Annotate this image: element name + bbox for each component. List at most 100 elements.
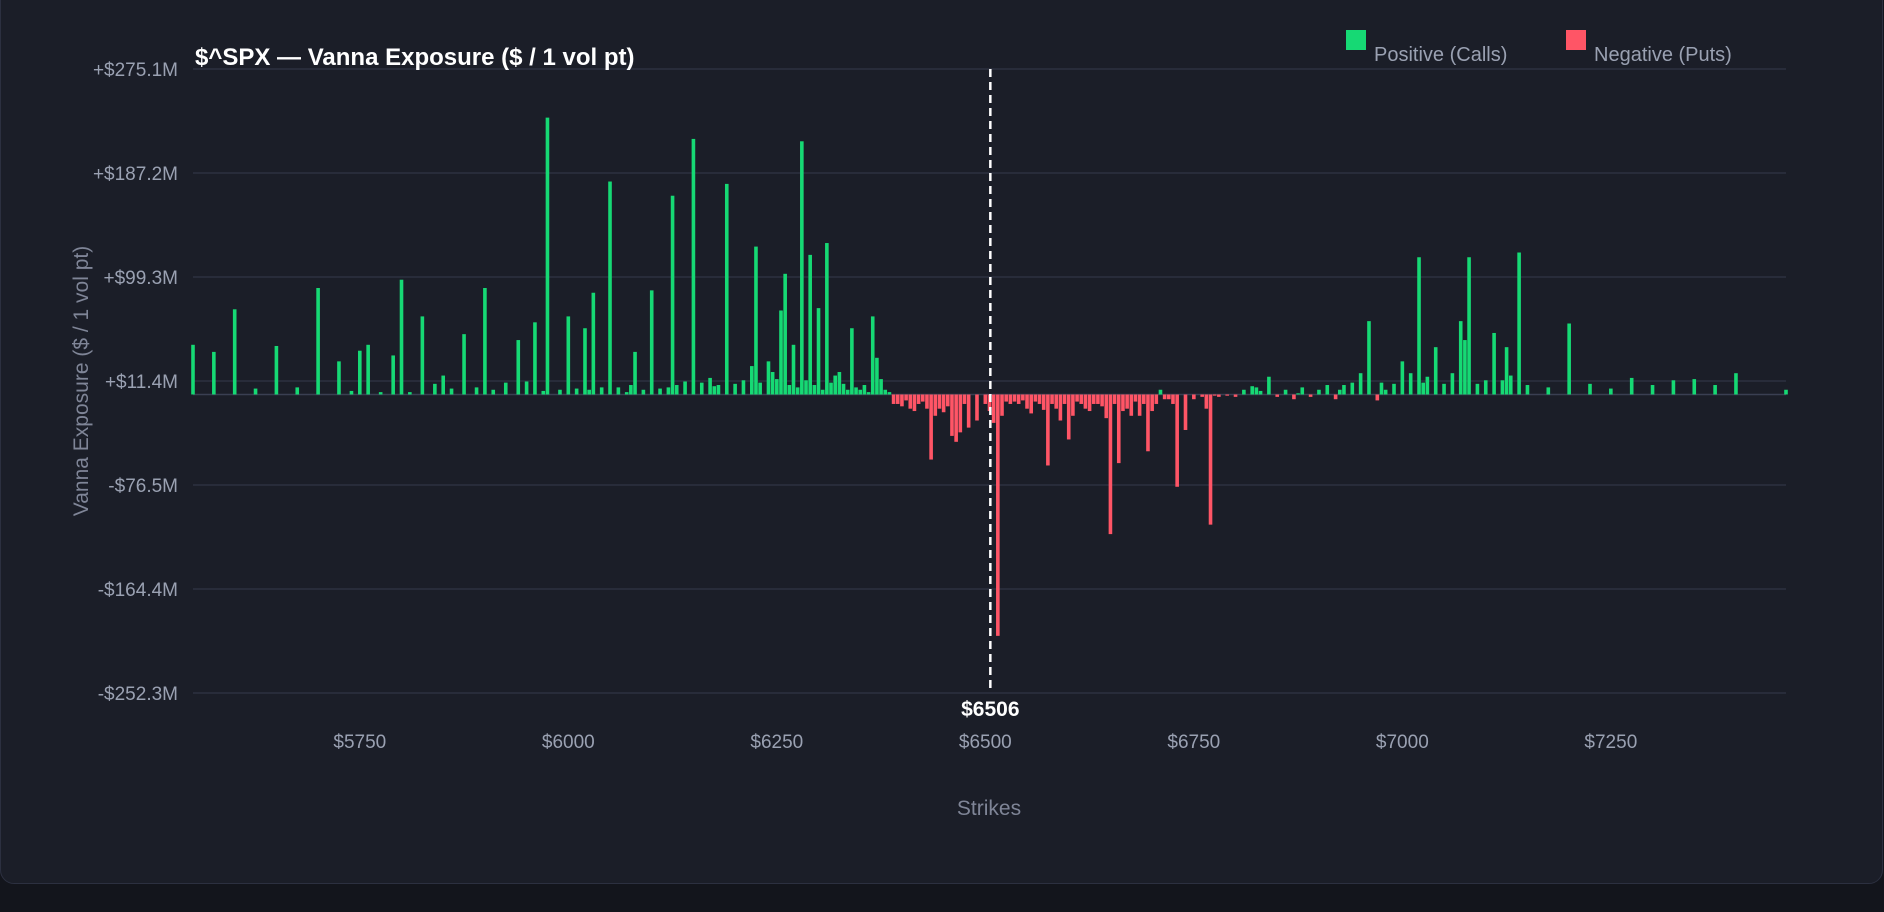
bar-negative bbox=[904, 394, 908, 401]
legend-label-positive: Positive (Calls) bbox=[1374, 44, 1507, 66]
bar-positive bbox=[1784, 389, 1788, 395]
bar-positive bbox=[1379, 382, 1384, 395]
bar-negative bbox=[983, 394, 988, 404]
bar-positive bbox=[1325, 385, 1330, 395]
bar-negative bbox=[1121, 394, 1125, 412]
bar-negative bbox=[1025, 394, 1029, 409]
bar-positive bbox=[775, 379, 779, 395]
bar-positive bbox=[433, 383, 437, 395]
bar-negative bbox=[891, 394, 896, 404]
x-axis-ticks: $5750 $6000 $6250 $6500 $6750 $7000 $7250 bbox=[333, 732, 1637, 753]
y-tick-label: -$252.3M bbox=[98, 684, 178, 705]
bar-negative bbox=[1183, 394, 1188, 430]
bar-positive bbox=[1629, 377, 1634, 395]
bar-negative bbox=[929, 394, 933, 460]
bar-positive bbox=[591, 292, 596, 395]
bar-negative bbox=[941, 394, 946, 413]
bar-negative bbox=[1208, 394, 1213, 525]
bar-positive bbox=[1504, 347, 1509, 395]
bar-positive bbox=[1671, 380, 1676, 395]
bar-negative bbox=[1162, 394, 1167, 400]
bar-negative bbox=[987, 394, 992, 412]
bar-positive bbox=[420, 316, 425, 395]
bar-positive bbox=[783, 273, 787, 395]
bar-negative bbox=[1154, 394, 1159, 404]
bar-positive bbox=[1442, 383, 1446, 395]
bar-positive bbox=[883, 389, 888, 395]
bar-negative bbox=[1000, 394, 1004, 416]
bar-positive bbox=[1242, 389, 1246, 395]
bar-negative bbox=[1062, 394, 1067, 404]
bar-positive bbox=[516, 340, 521, 395]
bar-positive bbox=[378, 392, 383, 395]
bar-positive bbox=[524, 381, 529, 395]
bar-positive bbox=[608, 181, 612, 395]
bar-positive bbox=[1609, 388, 1613, 395]
bar-positive bbox=[1267, 376, 1271, 395]
bar-negative bbox=[1079, 394, 1084, 404]
bar-positive bbox=[358, 350, 362, 395]
chart-card bbox=[0, 0, 1883, 884]
bar-positive bbox=[253, 388, 258, 395]
bar-negative bbox=[1021, 394, 1025, 401]
bar-positive bbox=[699, 382, 704, 395]
bar-positive bbox=[1283, 389, 1288, 395]
bar-positive bbox=[574, 388, 579, 395]
bar-positive bbox=[862, 385, 867, 395]
bar-negative bbox=[1075, 394, 1079, 402]
x-tick-label: $5750 bbox=[333, 732, 386, 753]
bar-positive bbox=[841, 383, 846, 395]
bar-positive bbox=[462, 334, 466, 395]
bar-positive bbox=[474, 387, 479, 395]
bar-positive bbox=[858, 389, 863, 395]
bar-positive bbox=[754, 246, 758, 395]
x-tick-label: $6750 bbox=[1167, 732, 1220, 753]
bar-negative bbox=[1137, 394, 1142, 416]
y-tick-label: +$275.1M bbox=[93, 60, 178, 81]
bar-negative bbox=[991, 394, 996, 423]
bar-positive bbox=[837, 372, 842, 395]
bar-negative bbox=[1125, 394, 1129, 409]
bar-positive bbox=[399, 279, 404, 395]
bar-positive bbox=[1588, 383, 1592, 395]
bar-positive bbox=[1463, 340, 1467, 395]
bar-negative bbox=[1046, 394, 1050, 466]
bar-positive bbox=[1392, 383, 1396, 395]
bar-negative bbox=[1333, 394, 1338, 400]
bar-negative bbox=[1225, 394, 1229, 396]
bar-positive bbox=[829, 382, 833, 395]
bar-positive bbox=[624, 392, 629, 395]
y-tick-label: +$11.4M bbox=[105, 372, 178, 393]
bar-positive bbox=[391, 355, 395, 395]
bar-positive bbox=[845, 389, 850, 395]
bar-positive bbox=[483, 288, 487, 395]
legend: Positive (Calls) Negative (Puts) bbox=[1346, 30, 1732, 66]
bar-positive bbox=[750, 366, 754, 395]
bar-positive bbox=[366, 344, 370, 395]
bars bbox=[191, 117, 1788, 636]
bar-positive bbox=[670, 195, 675, 395]
bar-positive bbox=[741, 380, 746, 395]
bar-positive bbox=[1158, 389, 1163, 395]
bar-positive bbox=[1250, 386, 1255, 395]
bar-negative bbox=[1050, 394, 1054, 404]
bar-negative bbox=[900, 394, 904, 407]
bar-positive bbox=[1692, 379, 1697, 395]
bar-positive bbox=[1500, 380, 1505, 395]
bar-positive bbox=[1342, 385, 1346, 395]
y-tick-label: +$99.3M bbox=[104, 268, 178, 289]
bar-negative bbox=[937, 394, 942, 409]
bar-negative bbox=[1375, 394, 1380, 401]
bar-positive bbox=[1467, 257, 1471, 395]
bar-positive bbox=[1433, 347, 1438, 395]
bar-positive bbox=[441, 375, 446, 395]
bar-negative bbox=[1217, 394, 1221, 397]
bar-positive bbox=[1734, 373, 1738, 395]
bar-positive bbox=[1483, 380, 1488, 395]
y-axis-ticks: +$275.1M +$187.2M +$99.3M +$11.4M -$76.5M -$1… bbox=[93, 60, 178, 705]
bar-positive bbox=[716, 385, 721, 395]
bar-positive bbox=[232, 309, 237, 395]
bar-negative bbox=[912, 394, 917, 412]
spot-marker: $6506 bbox=[961, 69, 1020, 721]
